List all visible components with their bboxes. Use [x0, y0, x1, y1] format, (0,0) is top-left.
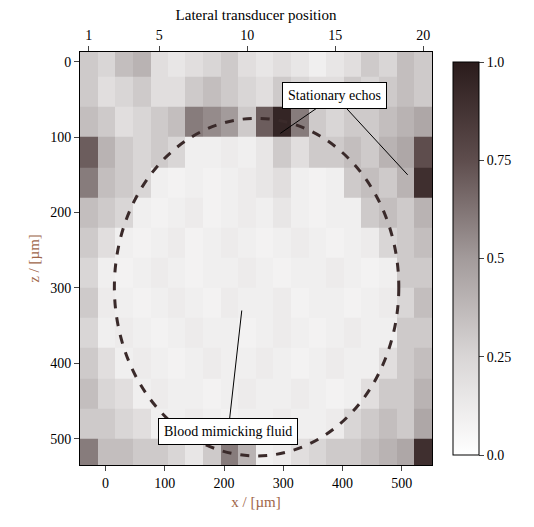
svg-text:500: 500	[391, 476, 412, 491]
svg-text:300: 300	[50, 281, 71, 296]
svg-text:Lateral transducer position: Lateral transducer position	[176, 7, 337, 23]
svg-text:300: 300	[273, 476, 294, 491]
svg-text:Stationary echos: Stationary echos	[288, 88, 381, 103]
svg-text:200: 200	[214, 476, 235, 491]
svg-text:0.75: 0.75	[487, 153, 512, 168]
svg-text:400: 400	[50, 356, 71, 371]
svg-text:10: 10	[240, 28, 254, 43]
svg-text:Blood mimicking fluid: Blood mimicking fluid	[164, 424, 292, 439]
svg-text:5: 5	[156, 28, 163, 43]
svg-text:400: 400	[332, 476, 353, 491]
svg-text:z / [µm]: z / [µm]	[26, 234, 42, 283]
svg-text:100: 100	[154, 476, 175, 491]
svg-text:0.0: 0.0	[487, 448, 505, 463]
svg-text:0: 0	[102, 476, 109, 491]
svg-text:15: 15	[328, 28, 342, 43]
svg-text:500: 500	[50, 432, 71, 447]
svg-text:0.25: 0.25	[487, 350, 512, 365]
svg-text:20: 20	[416, 28, 430, 43]
svg-text:0: 0	[64, 55, 71, 70]
svg-text:200: 200	[50, 205, 71, 220]
svg-text:x / [µm]: x / [µm]	[231, 494, 280, 510]
svg-text:1: 1	[85, 28, 92, 43]
svg-text:0.5: 0.5	[487, 251, 505, 266]
svg-text:100: 100	[50, 130, 71, 145]
svg-text:1.0: 1.0	[487, 55, 505, 70]
